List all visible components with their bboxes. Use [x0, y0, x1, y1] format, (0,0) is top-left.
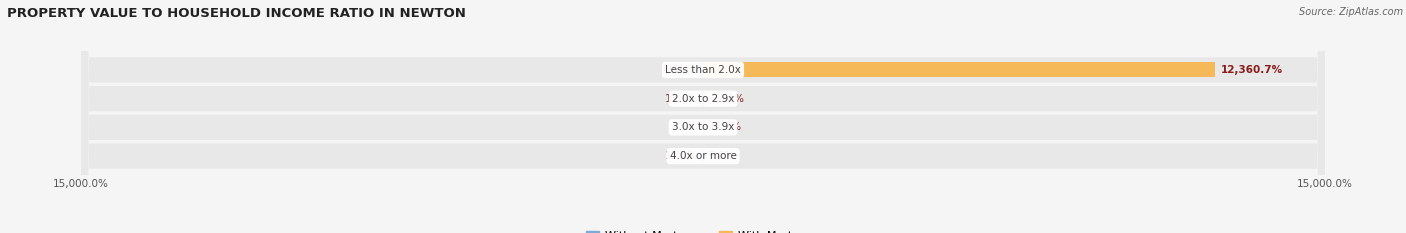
Text: 4.0x or more: 4.0x or more — [669, 151, 737, 161]
Bar — [703, 91, 706, 106]
FancyBboxPatch shape — [82, 0, 1324, 233]
Text: 13.1%: 13.1% — [665, 94, 697, 104]
Text: 16.7%: 16.7% — [709, 122, 742, 132]
Text: Source: ZipAtlas.com: Source: ZipAtlas.com — [1299, 7, 1403, 17]
Text: 3.0x to 3.9x: 3.0x to 3.9x — [672, 122, 734, 132]
Text: Less than 2.0x: Less than 2.0x — [665, 65, 741, 75]
Text: 72.0%: 72.0% — [711, 94, 744, 104]
Text: 7.8%: 7.8% — [709, 151, 735, 161]
FancyBboxPatch shape — [82, 0, 1324, 233]
Text: 69.3%: 69.3% — [662, 65, 695, 75]
Text: 13.0%: 13.0% — [665, 151, 697, 161]
Text: PROPERTY VALUE TO HOUSEHOLD INCOME RATIO IN NEWTON: PROPERTY VALUE TO HOUSEHOLD INCOME RATIO… — [7, 7, 465, 20]
Bar — [703, 62, 1215, 77]
Legend: Without Mortgage, With Mortgage: Without Mortgage, With Mortgage — [582, 226, 824, 233]
Text: 4.6%: 4.6% — [671, 122, 697, 132]
Text: 12,360.7%: 12,360.7% — [1220, 65, 1282, 75]
Text: 2.0x to 2.9x: 2.0x to 2.9x — [672, 94, 734, 104]
FancyBboxPatch shape — [82, 0, 1324, 233]
FancyBboxPatch shape — [82, 0, 1324, 233]
Bar — [700, 62, 703, 77]
